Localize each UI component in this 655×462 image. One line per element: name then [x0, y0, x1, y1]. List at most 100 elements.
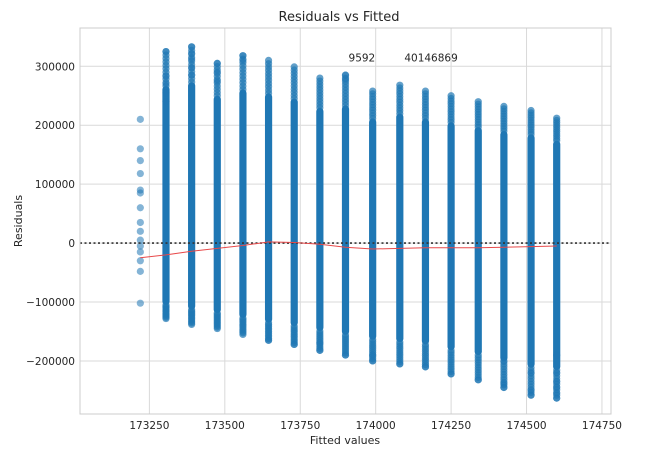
residual-point — [136, 257, 144, 265]
residual-point — [213, 324, 221, 333]
residual-column — [553, 140, 561, 371]
residual-point — [136, 227, 144, 235]
residual-column — [369, 118, 377, 340]
residual-column — [447, 122, 455, 351]
x-tick-label: 174750 — [582, 420, 622, 432]
outlier-annotations: 9592 40146869 — [349, 53, 458, 65]
residual-point — [239, 56, 247, 65]
reference-lines — [80, 241, 611, 259]
residual-point — [136, 156, 144, 165]
residual-point — [136, 218, 144, 227]
residual-point — [162, 80, 170, 88]
x-tick-label: 174250 — [431, 420, 471, 432]
residual-point — [264, 56, 273, 65]
x-tick-label: 174000 — [356, 420, 396, 432]
residual-point — [136, 248, 144, 256]
residual-point — [500, 102, 508, 110]
residual-column — [264, 93, 273, 323]
residual-point — [188, 49, 196, 57]
residual-point — [369, 357, 377, 365]
residual-column — [290, 98, 298, 327]
residual-point — [136, 236, 144, 244]
y-tick-label: 300000 — [35, 61, 75, 73]
y-tick-label: 200000 — [35, 120, 75, 132]
residual-point — [136, 267, 144, 275]
residual-point — [213, 77, 221, 85]
residual-point — [162, 72, 170, 80]
y-tick-label: −200000 — [26, 356, 75, 368]
residual-point — [136, 242, 144, 250]
residual-point — [341, 75, 350, 83]
plot-frame — [79, 27, 612, 415]
residual-point — [162, 98, 170, 106]
residual-column — [421, 118, 430, 345]
x-tick-label: 173250 — [129, 420, 169, 432]
chart-title: Residuals vs Fitted — [279, 10, 400, 25]
residual-point — [188, 43, 196, 51]
residual-point — [290, 63, 298, 71]
residual-point — [188, 71, 196, 79]
residual-point — [553, 114, 561, 122]
residual-point — [213, 68, 221, 76]
residual-column — [213, 95, 221, 314]
residual-point — [447, 370, 455, 378]
residual-point — [136, 299, 144, 307]
tick-labels: 173250 173500 173750 174000 174250 174500 1747… — [26, 61, 622, 432]
residual-column — [239, 89, 247, 319]
residual-point — [239, 330, 247, 339]
residual-point — [188, 320, 196, 329]
residual-point — [500, 357, 508, 365]
residual-point — [316, 346, 324, 354]
residual-column — [474, 127, 482, 356]
x-tick-label: 173750 — [280, 420, 320, 432]
residual-point — [553, 389, 561, 397]
residual-column — [188, 82, 196, 310]
residual-point — [136, 189, 144, 197]
y-tick-label: −100000 — [26, 297, 75, 309]
residual-point — [136, 115, 144, 123]
residual-points — [136, 43, 561, 402]
residual-point — [396, 360, 404, 368]
residual-point — [527, 106, 535, 115]
residual-point — [553, 377, 561, 386]
residual-column — [527, 134, 535, 368]
y-tick-label: 100000 — [35, 179, 75, 191]
y-axis-label: Residuals — [12, 195, 25, 247]
residual-point — [527, 369, 535, 377]
residual-point — [369, 87, 377, 95]
residual-point — [136, 204, 144, 212]
residual-point — [474, 376, 482, 384]
residual-column — [162, 86, 170, 305]
residual-point — [188, 55, 196, 63]
residual-point — [136, 169, 144, 178]
residual-point — [162, 314, 170, 323]
residual-point — [162, 47, 170, 56]
residual-point — [421, 363, 430, 371]
residual-point — [316, 339, 324, 347]
residual-point — [421, 87, 430, 95]
residual-column — [500, 130, 508, 362]
residual-point — [553, 383, 561, 392]
residual-point — [369, 351, 377, 359]
residual-column — [341, 105, 350, 335]
residual-point — [264, 336, 273, 344]
residual-point — [213, 59, 221, 67]
residual-point — [553, 369, 561, 377]
residual-point — [162, 89, 170, 97]
residual-column — [316, 107, 324, 332]
residual-point — [316, 74, 324, 82]
residual-point — [447, 92, 455, 100]
x-tick-label: 174500 — [506, 420, 546, 432]
residual-point — [500, 379, 508, 387]
residual-point — [474, 98, 482, 106]
residual-point — [527, 386, 535, 395]
lowess-line — [140, 241, 557, 259]
residual-column — [396, 113, 404, 343]
residual-point — [396, 81, 404, 89]
outlier-annotation: 40146869 — [404, 53, 457, 65]
x-tick-label: 173500 — [205, 420, 245, 432]
residual-point — [553, 351, 561, 359]
residual-point — [136, 145, 144, 153]
residual-point — [341, 351, 350, 359]
